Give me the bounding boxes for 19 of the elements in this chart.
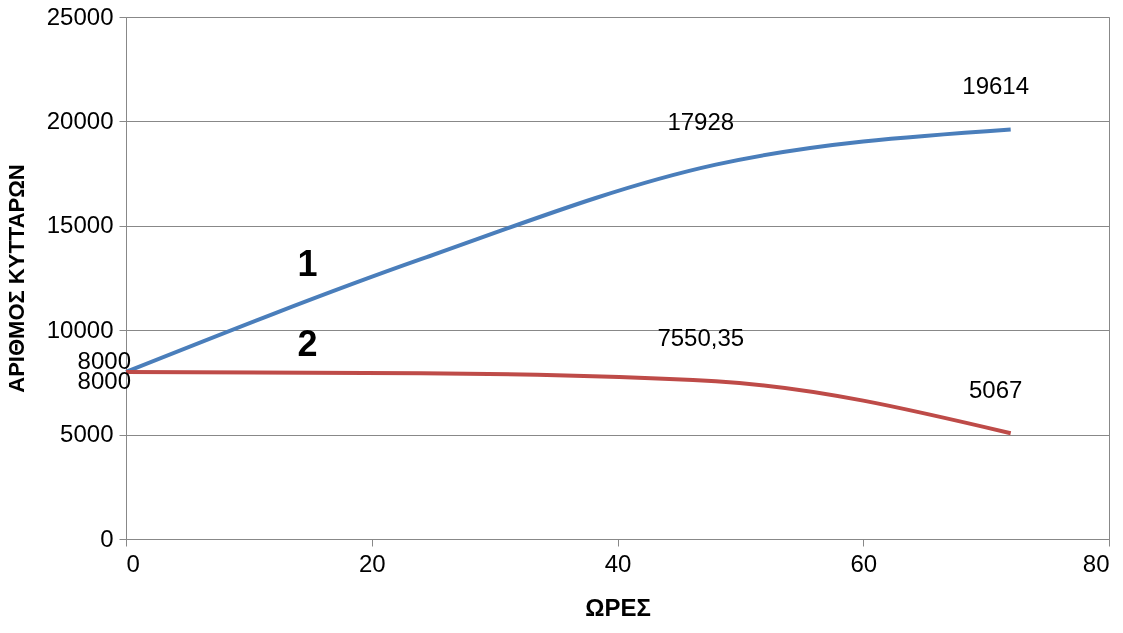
series-label: 2 (297, 322, 318, 364)
y-tick-label: 0 (100, 524, 114, 552)
y-tick-label: 20000 (46, 106, 114, 134)
x-tick-label: 20 (358, 549, 386, 577)
x-tick-label: 0 (126, 549, 140, 577)
y-tick-label: 25000 (46, 2, 114, 30)
y-tick-label: 5000 (60, 420, 114, 448)
y-tick-label: 10000 (46, 315, 114, 343)
y-axis-title: ΑΡΙΘΜΟΣ ΚΥΤΤΑΡΩΝ (3, 164, 29, 393)
data-label: 7550,35 (657, 324, 745, 352)
data-label: 17928 (667, 107, 735, 135)
x-tick-label: 80 (1082, 549, 1110, 577)
x-axis-title: ΩΡΕΣ (585, 593, 651, 621)
x-tick-label: 60 (850, 549, 878, 577)
x-tick-label: 40 (604, 549, 632, 577)
series-label: 1 (297, 243, 318, 285)
data-label: 19614 (962, 72, 1030, 100)
y-tick-label: 15000 (46, 211, 114, 239)
data-label: 5067 (969, 376, 1023, 404)
